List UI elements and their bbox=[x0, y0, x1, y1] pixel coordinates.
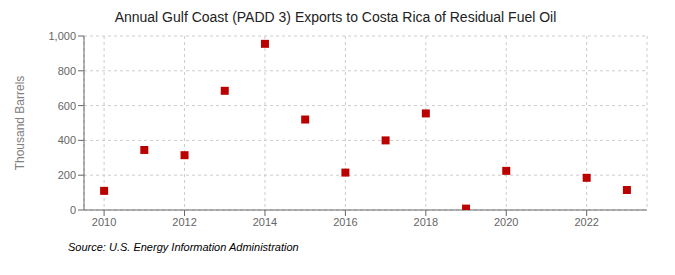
svg-text:400: 400 bbox=[58, 134, 76, 146]
html-text:Annual Gulf Coast (PADD 3) Exp: Annual Gulf Coast (PADD 3) Exports to Co… bbox=[114, 9, 557, 25]
svg-text:2014: 2014 bbox=[253, 216, 277, 228]
svg-text:2010: 2010 bbox=[92, 216, 116, 228]
svg-text:600: 600 bbox=[58, 100, 76, 112]
svg-text:0: 0 bbox=[70, 204, 76, 216]
svg-text:2020: 2020 bbox=[494, 216, 518, 228]
svg-text:2018: 2018 bbox=[414, 216, 438, 228]
svg-text:Thousand Barrels: Thousand Barrels bbox=[13, 76, 27, 171]
svg-text:2012: 2012 bbox=[172, 216, 196, 228]
svg-text:1,000: 1,000 bbox=[48, 30, 76, 42]
svg-text:2016: 2016 bbox=[333, 216, 357, 228]
svg-text:200: 200 bbox=[58, 169, 76, 181]
svg-text:2022: 2022 bbox=[574, 216, 598, 228]
svg-text:800: 800 bbox=[58, 65, 76, 77]
html-text:Source: U.S. Energy Informatio: Source: U.S. Energy Information Administ… bbox=[68, 241, 299, 253]
